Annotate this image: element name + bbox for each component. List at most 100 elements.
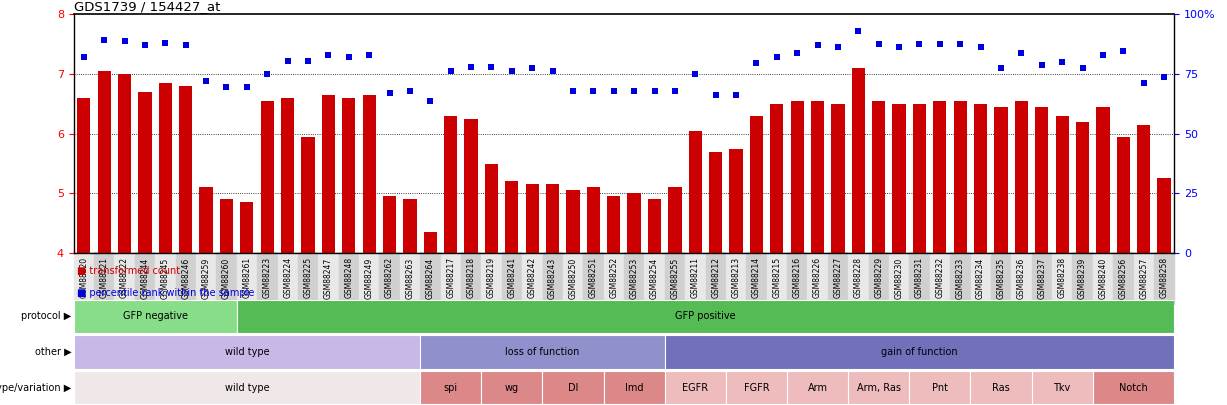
Bar — [302, 136, 314, 253]
Text: Dl: Dl — [568, 383, 578, 392]
Point — [115, 38, 135, 44]
Point — [788, 50, 807, 56]
Point — [440, 68, 460, 74]
Text: ■ percentile rank within the sample: ■ percentile rank within the sample — [77, 288, 255, 298]
Text: Ras: Ras — [993, 383, 1010, 392]
Point — [421, 98, 440, 104]
Bar — [481, 371, 542, 404]
Point — [807, 42, 827, 49]
Bar — [604, 371, 665, 404]
Point — [767, 54, 787, 60]
Bar — [179, 86, 193, 253]
Bar — [542, 371, 604, 404]
Text: Arm, Ras: Arm, Ras — [856, 383, 901, 392]
Bar — [420, 371, 481, 404]
Point — [828, 44, 848, 50]
Bar — [98, 71, 110, 253]
Bar — [771, 104, 783, 253]
Point — [849, 28, 869, 34]
Point — [604, 87, 623, 94]
Point — [360, 51, 379, 58]
Bar — [1036, 107, 1048, 253]
Point — [644, 87, 664, 94]
Bar — [953, 101, 967, 253]
Point — [746, 60, 766, 66]
Bar — [811, 101, 825, 253]
Point — [339, 54, 358, 60]
Bar — [934, 101, 946, 253]
Point — [319, 51, 339, 58]
Bar — [913, 104, 926, 253]
Point — [1053, 59, 1072, 65]
Text: spi: spi — [444, 383, 458, 392]
Text: EGFR: EGFR — [682, 383, 708, 392]
Text: loss of function: loss of function — [506, 347, 579, 357]
Bar — [832, 104, 844, 253]
Text: genotype/variation ▶: genotype/variation ▶ — [0, 383, 71, 392]
Bar — [787, 371, 848, 404]
Point — [930, 41, 950, 47]
Bar — [994, 107, 1007, 253]
Point — [461, 64, 481, 70]
Point — [196, 78, 216, 84]
Point — [74, 54, 93, 60]
Bar — [485, 164, 498, 253]
Bar — [404, 199, 416, 253]
Bar — [1096, 107, 1109, 253]
Text: protocol ▶: protocol ▶ — [21, 311, 71, 321]
Bar — [688, 131, 702, 253]
Text: Arm: Arm — [807, 383, 827, 392]
Point — [277, 58, 297, 64]
Bar — [892, 104, 906, 253]
Text: Notch: Notch — [1119, 383, 1147, 392]
Point — [482, 64, 502, 70]
Bar — [709, 151, 723, 253]
Point — [400, 87, 420, 94]
Bar — [1032, 371, 1093, 404]
Bar — [726, 371, 787, 404]
Point — [237, 84, 256, 90]
Bar — [506, 181, 519, 253]
Point — [991, 65, 1011, 71]
Text: wild type: wild type — [225, 347, 269, 357]
Bar — [790, 101, 804, 253]
Bar — [74, 300, 237, 333]
Point — [502, 68, 521, 74]
Point — [1093, 51, 1113, 58]
Bar — [729, 149, 742, 253]
Point — [890, 44, 909, 50]
Bar — [1015, 101, 1028, 253]
Bar — [139, 92, 152, 253]
Point — [523, 65, 542, 71]
Point — [542, 68, 562, 74]
Text: ■ transformed count: ■ transformed count — [77, 266, 180, 276]
Point — [665, 87, 685, 94]
Text: wg: wg — [504, 383, 519, 392]
Bar — [909, 371, 971, 404]
Point — [1072, 65, 1092, 71]
Bar — [567, 190, 579, 253]
Text: gain of function: gain of function — [881, 347, 958, 357]
Point — [175, 42, 195, 49]
Text: GFP negative: GFP negative — [123, 311, 188, 321]
Point — [1011, 50, 1031, 56]
Point — [971, 44, 990, 50]
Bar — [974, 104, 988, 253]
Text: FGFR: FGFR — [744, 383, 769, 392]
Text: Pnt: Pnt — [931, 383, 947, 392]
Point — [706, 92, 725, 98]
Bar — [1055, 116, 1069, 253]
Point — [909, 41, 929, 47]
Bar — [971, 371, 1032, 404]
Point — [584, 87, 604, 94]
Bar — [1117, 136, 1130, 253]
Bar — [321, 95, 335, 253]
Bar — [420, 335, 665, 369]
Point — [258, 71, 277, 77]
Point — [217, 84, 237, 90]
Point — [379, 90, 399, 96]
Bar — [444, 116, 458, 253]
Bar — [627, 194, 640, 253]
Point — [94, 36, 114, 43]
Point — [1032, 62, 1052, 68]
